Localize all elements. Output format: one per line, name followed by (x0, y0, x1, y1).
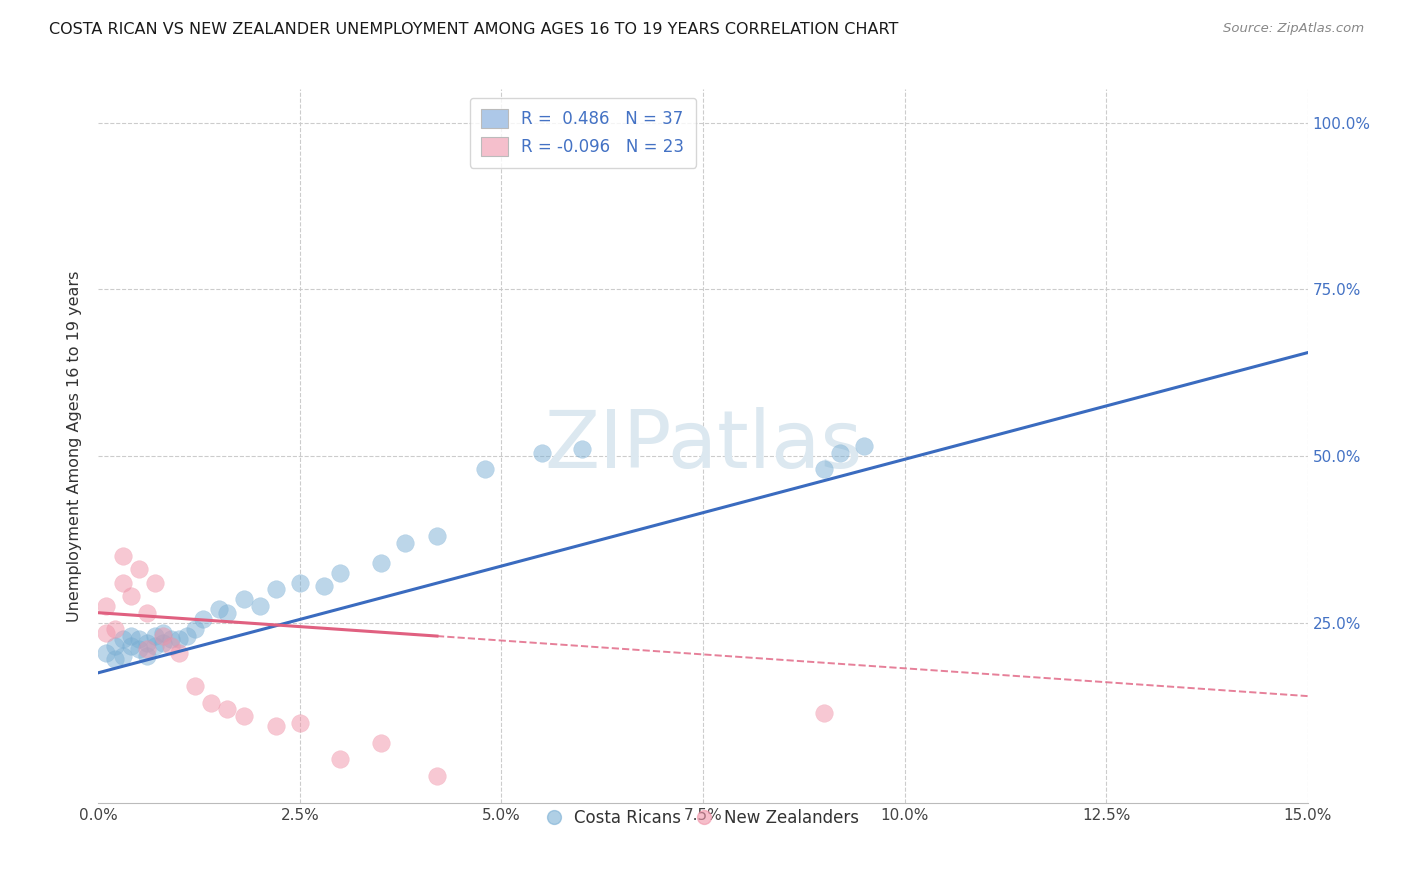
Point (426, 769, 449, 783)
Text: Source: ZipAtlas.com: Source: ZipAtlas.com (1223, 22, 1364, 36)
Point (96, 599, 118, 613)
Point (96, 646, 118, 660)
Point (184, 679, 207, 693)
Point (167, 632, 190, 647)
Point (208, 602, 231, 616)
Point (96, 625, 118, 640)
Y-axis label: Unemployment Among Ages 16 to 19 years: Unemployment Among Ages 16 to 19 years (67, 270, 83, 622)
Point (813, 462, 835, 476)
Point (264, 582, 287, 597)
Point (264, 719, 287, 733)
Point (160, 639, 183, 653)
Point (288, 715, 311, 730)
Point (370, 556, 392, 570)
Point (111, 649, 134, 664)
Point (128, 562, 150, 576)
Point (128, 642, 150, 657)
Point (530, 445, 553, 459)
Point (143, 575, 166, 590)
Point (143, 629, 166, 643)
Point (813, 706, 835, 720)
Point (103, 623, 125, 637)
Point (111, 575, 134, 590)
Point (111, 549, 134, 563)
Point (217, 702, 239, 716)
Point (135, 649, 157, 664)
Point (288, 575, 311, 590)
Point (193, 612, 215, 626)
Point (232, 709, 254, 723)
Point (152, 629, 174, 643)
Point (120, 639, 142, 653)
Point (571, 442, 593, 457)
Text: COSTA RICAN VS NEW ZEALANDER UNEMPLOYMENT AMONG AGES 16 TO 19 YEARS CORRELATION : COSTA RICAN VS NEW ZEALANDER UNEMPLOYMEN… (49, 22, 898, 37)
Point (249, 599, 271, 613)
Point (111, 632, 134, 647)
Point (135, 606, 157, 620)
Point (184, 623, 207, 637)
Point (160, 632, 183, 647)
Point (394, 535, 416, 549)
Point (120, 589, 142, 603)
Point (200, 696, 222, 710)
Point (329, 566, 352, 580)
Point (828, 445, 851, 459)
Point (135, 636, 157, 650)
Point (120, 629, 142, 643)
Point (232, 592, 254, 607)
Point (426, 529, 449, 543)
Point (128, 632, 150, 647)
Point (329, 752, 352, 766)
Point (474, 462, 496, 476)
Point (143, 639, 166, 653)
Legend: Costa Ricans, New Zealanders: Costa Ricans, New Zealanders (540, 803, 866, 834)
Point (314, 579, 336, 593)
Point (152, 625, 174, 640)
Point (176, 629, 198, 643)
Point (152, 636, 174, 650)
Point (103, 639, 125, 653)
Point (103, 652, 125, 666)
Point (135, 642, 157, 657)
Point (167, 646, 190, 660)
Text: ZIPatlas: ZIPatlas (544, 407, 862, 485)
Point (853, 439, 876, 453)
Point (217, 606, 239, 620)
Point (370, 736, 392, 750)
